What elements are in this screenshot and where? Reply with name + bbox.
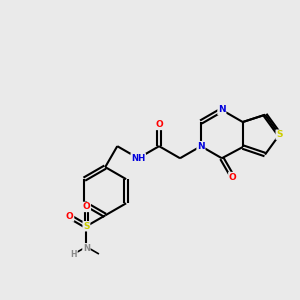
Text: O: O [66, 212, 74, 221]
Text: O: O [82, 202, 90, 211]
Text: S: S [276, 130, 283, 139]
Text: N: N [218, 106, 226, 115]
Text: H: H [70, 250, 77, 259]
Text: N: N [197, 142, 205, 151]
Text: S: S [83, 222, 90, 231]
Text: O: O [155, 120, 163, 129]
Text: NH: NH [131, 154, 145, 163]
Text: N: N [83, 244, 90, 253]
Text: O: O [229, 172, 237, 182]
